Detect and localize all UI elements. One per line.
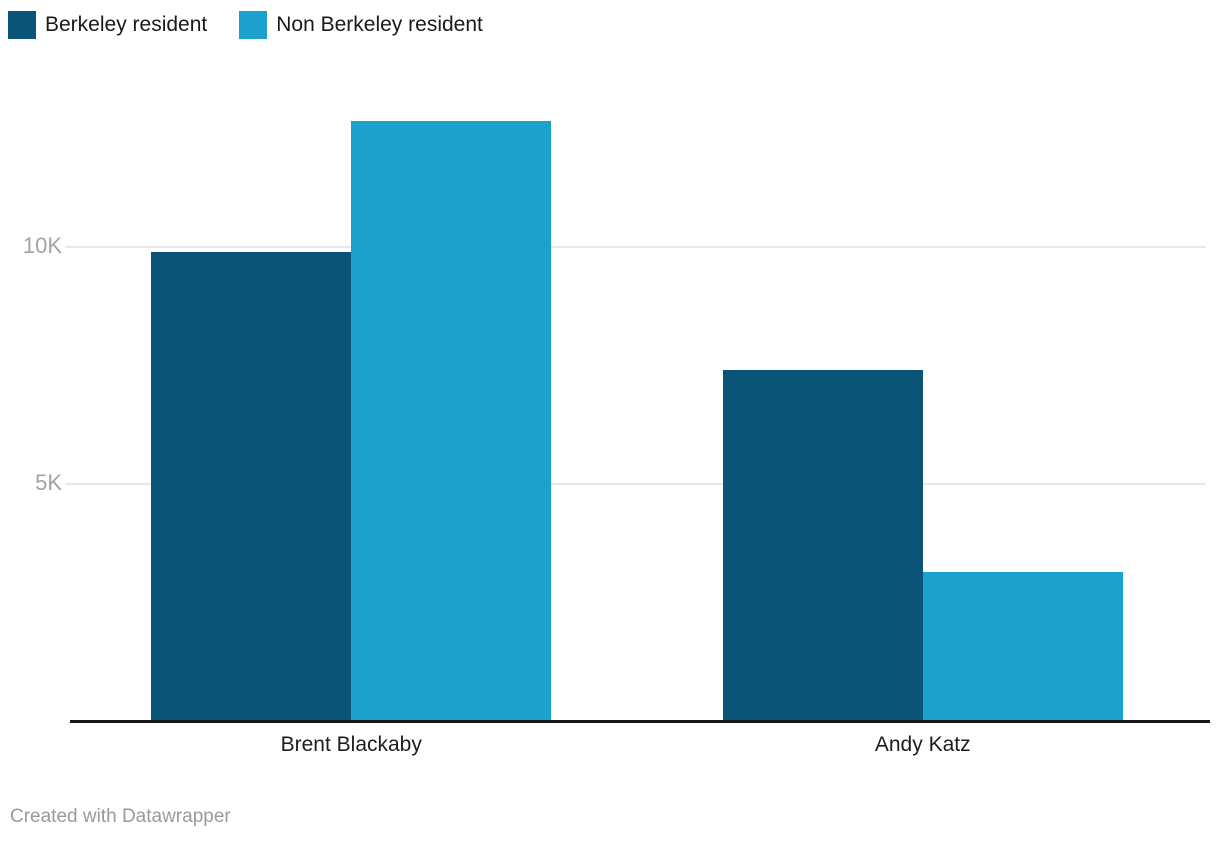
- legend-swatch-non-berkeley-resident: [239, 11, 268, 39]
- bar-non-berkeley-resident-andy-katz: [922, 572, 1123, 721]
- bar-non-berkeley-resident-brent-blackaby: [351, 121, 552, 721]
- datawrapper-credit: Created with Datawrapper: [10, 806, 231, 827]
- x-category-label-brent-blackaby: Brent Blackaby: [280, 733, 422, 756]
- bar-berkeley-resident-brent-blackaby: [151, 252, 352, 721]
- legend: Berkeley resident Non Berkeley resident: [8, 11, 483, 39]
- gridline-10k: [65, 246, 1206, 248]
- bar-berkeley-resident-andy-katz: [722, 370, 923, 721]
- gridline-5k: [65, 483, 1206, 485]
- legend-label-berkeley-resident: Berkeley resident: [45, 13, 208, 36]
- legend-item-berkeley-resident: Berkeley resident: [8, 11, 207, 39]
- x-category-label-andy-katz: Andy Katz: [874, 733, 971, 756]
- legend-item-non-berkeley-resident: Non Berkeley resident: [239, 11, 483, 39]
- x-axis-line: [70, 720, 1210, 723]
- y-tick-label-10k: 10K: [22, 233, 62, 258]
- legend-swatch-berkeley-resident: [8, 11, 36, 39]
- legend-label-non-berkeley-resident: Non Berkeley resident: [276, 13, 483, 36]
- y-tick-label-5k: 5K: [35, 470, 62, 495]
